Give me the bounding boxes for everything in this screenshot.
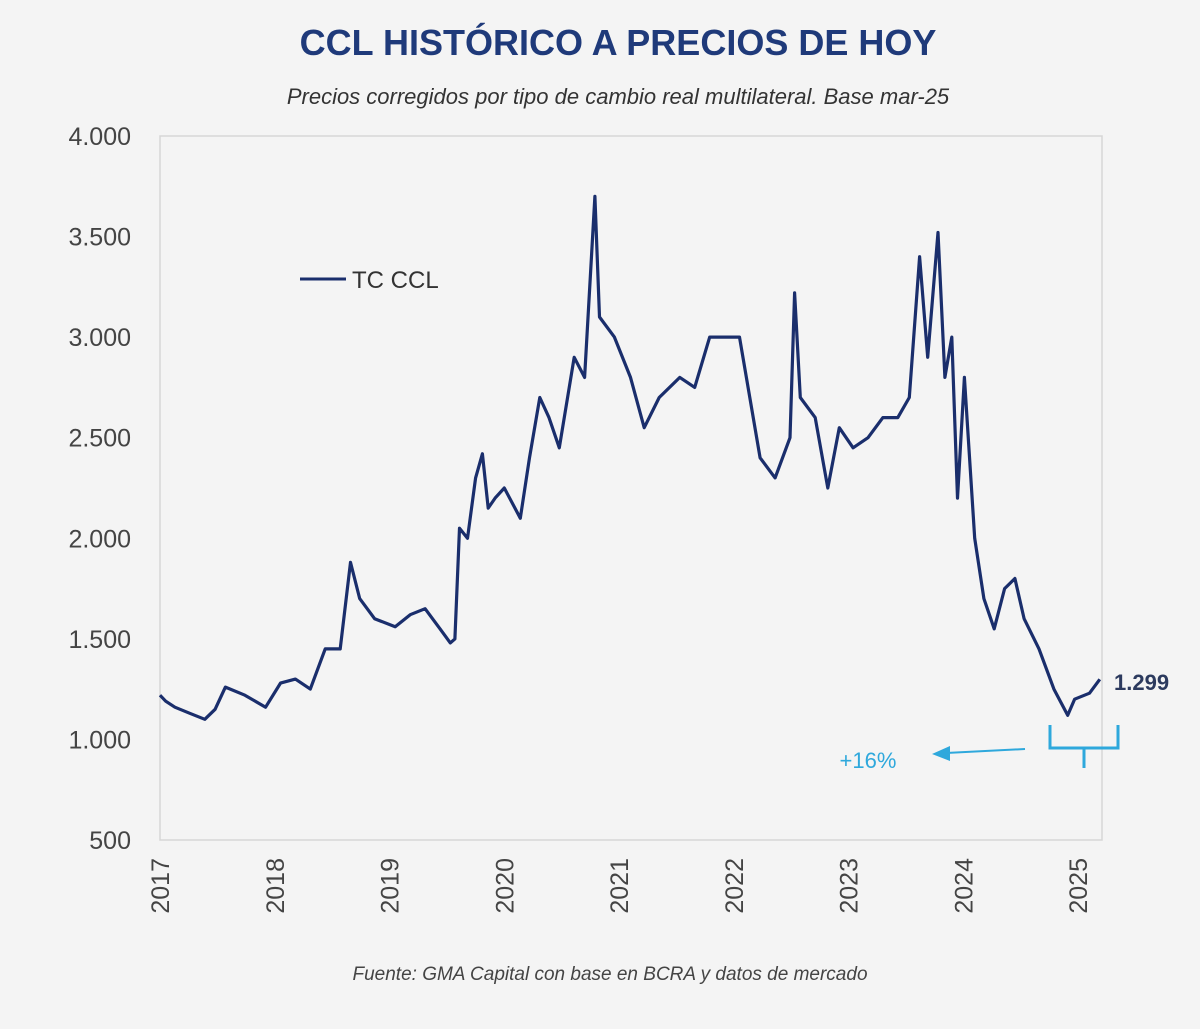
source-note: Fuente: GMA Capital con base en BCRA y d… — [352, 964, 867, 985]
x-tick-label: 2017 — [147, 858, 175, 914]
arrow-left-icon — [932, 746, 950, 761]
y-tick-label: 1.000 — [68, 726, 131, 754]
y-tick-label: 500 — [89, 827, 131, 855]
chart-title: CCL HISTÓRICO A PRECIOS DE HOY — [300, 21, 937, 63]
x-tick-label: 2019 — [377, 858, 405, 914]
x-tick-label: 2020 — [491, 858, 519, 914]
legend-label: TC CCL — [352, 267, 439, 294]
y-tick-label: 2.500 — [68, 425, 131, 453]
series-line-tc-ccl — [158, 194, 1102, 721]
y-tick-label: 4.000 — [68, 123, 131, 151]
y-tick-label: 3.000 — [68, 324, 131, 352]
y-tick-label: 1.500 — [68, 626, 131, 654]
x-tick-label: 2022 — [721, 858, 749, 914]
change-label: +16% — [840, 748, 897, 773]
plot-area — [159, 135, 1103, 841]
x-tick-label: 2018 — [262, 858, 290, 914]
y-tick-label: 2.000 — [68, 525, 131, 553]
change-annotation: +16% — [840, 725, 1120, 773]
x-tick-label: 2021 — [606, 858, 634, 914]
legend: TC CCL — [300, 267, 439, 294]
last-value-label: 1.299 — [1114, 670, 1169, 695]
y-tick-label: 3.500 — [68, 224, 131, 252]
arrow-line — [945, 748, 1026, 754]
x-tick-label: 2023 — [836, 858, 864, 914]
x-tick-label: 2025 — [1065, 858, 1093, 914]
bracket-icon — [1048, 725, 1120, 768]
chart-subtitle: Precios corregidos por tipo de cambio re… — [287, 84, 950, 109]
x-tick-label: 2024 — [950, 858, 978, 914]
